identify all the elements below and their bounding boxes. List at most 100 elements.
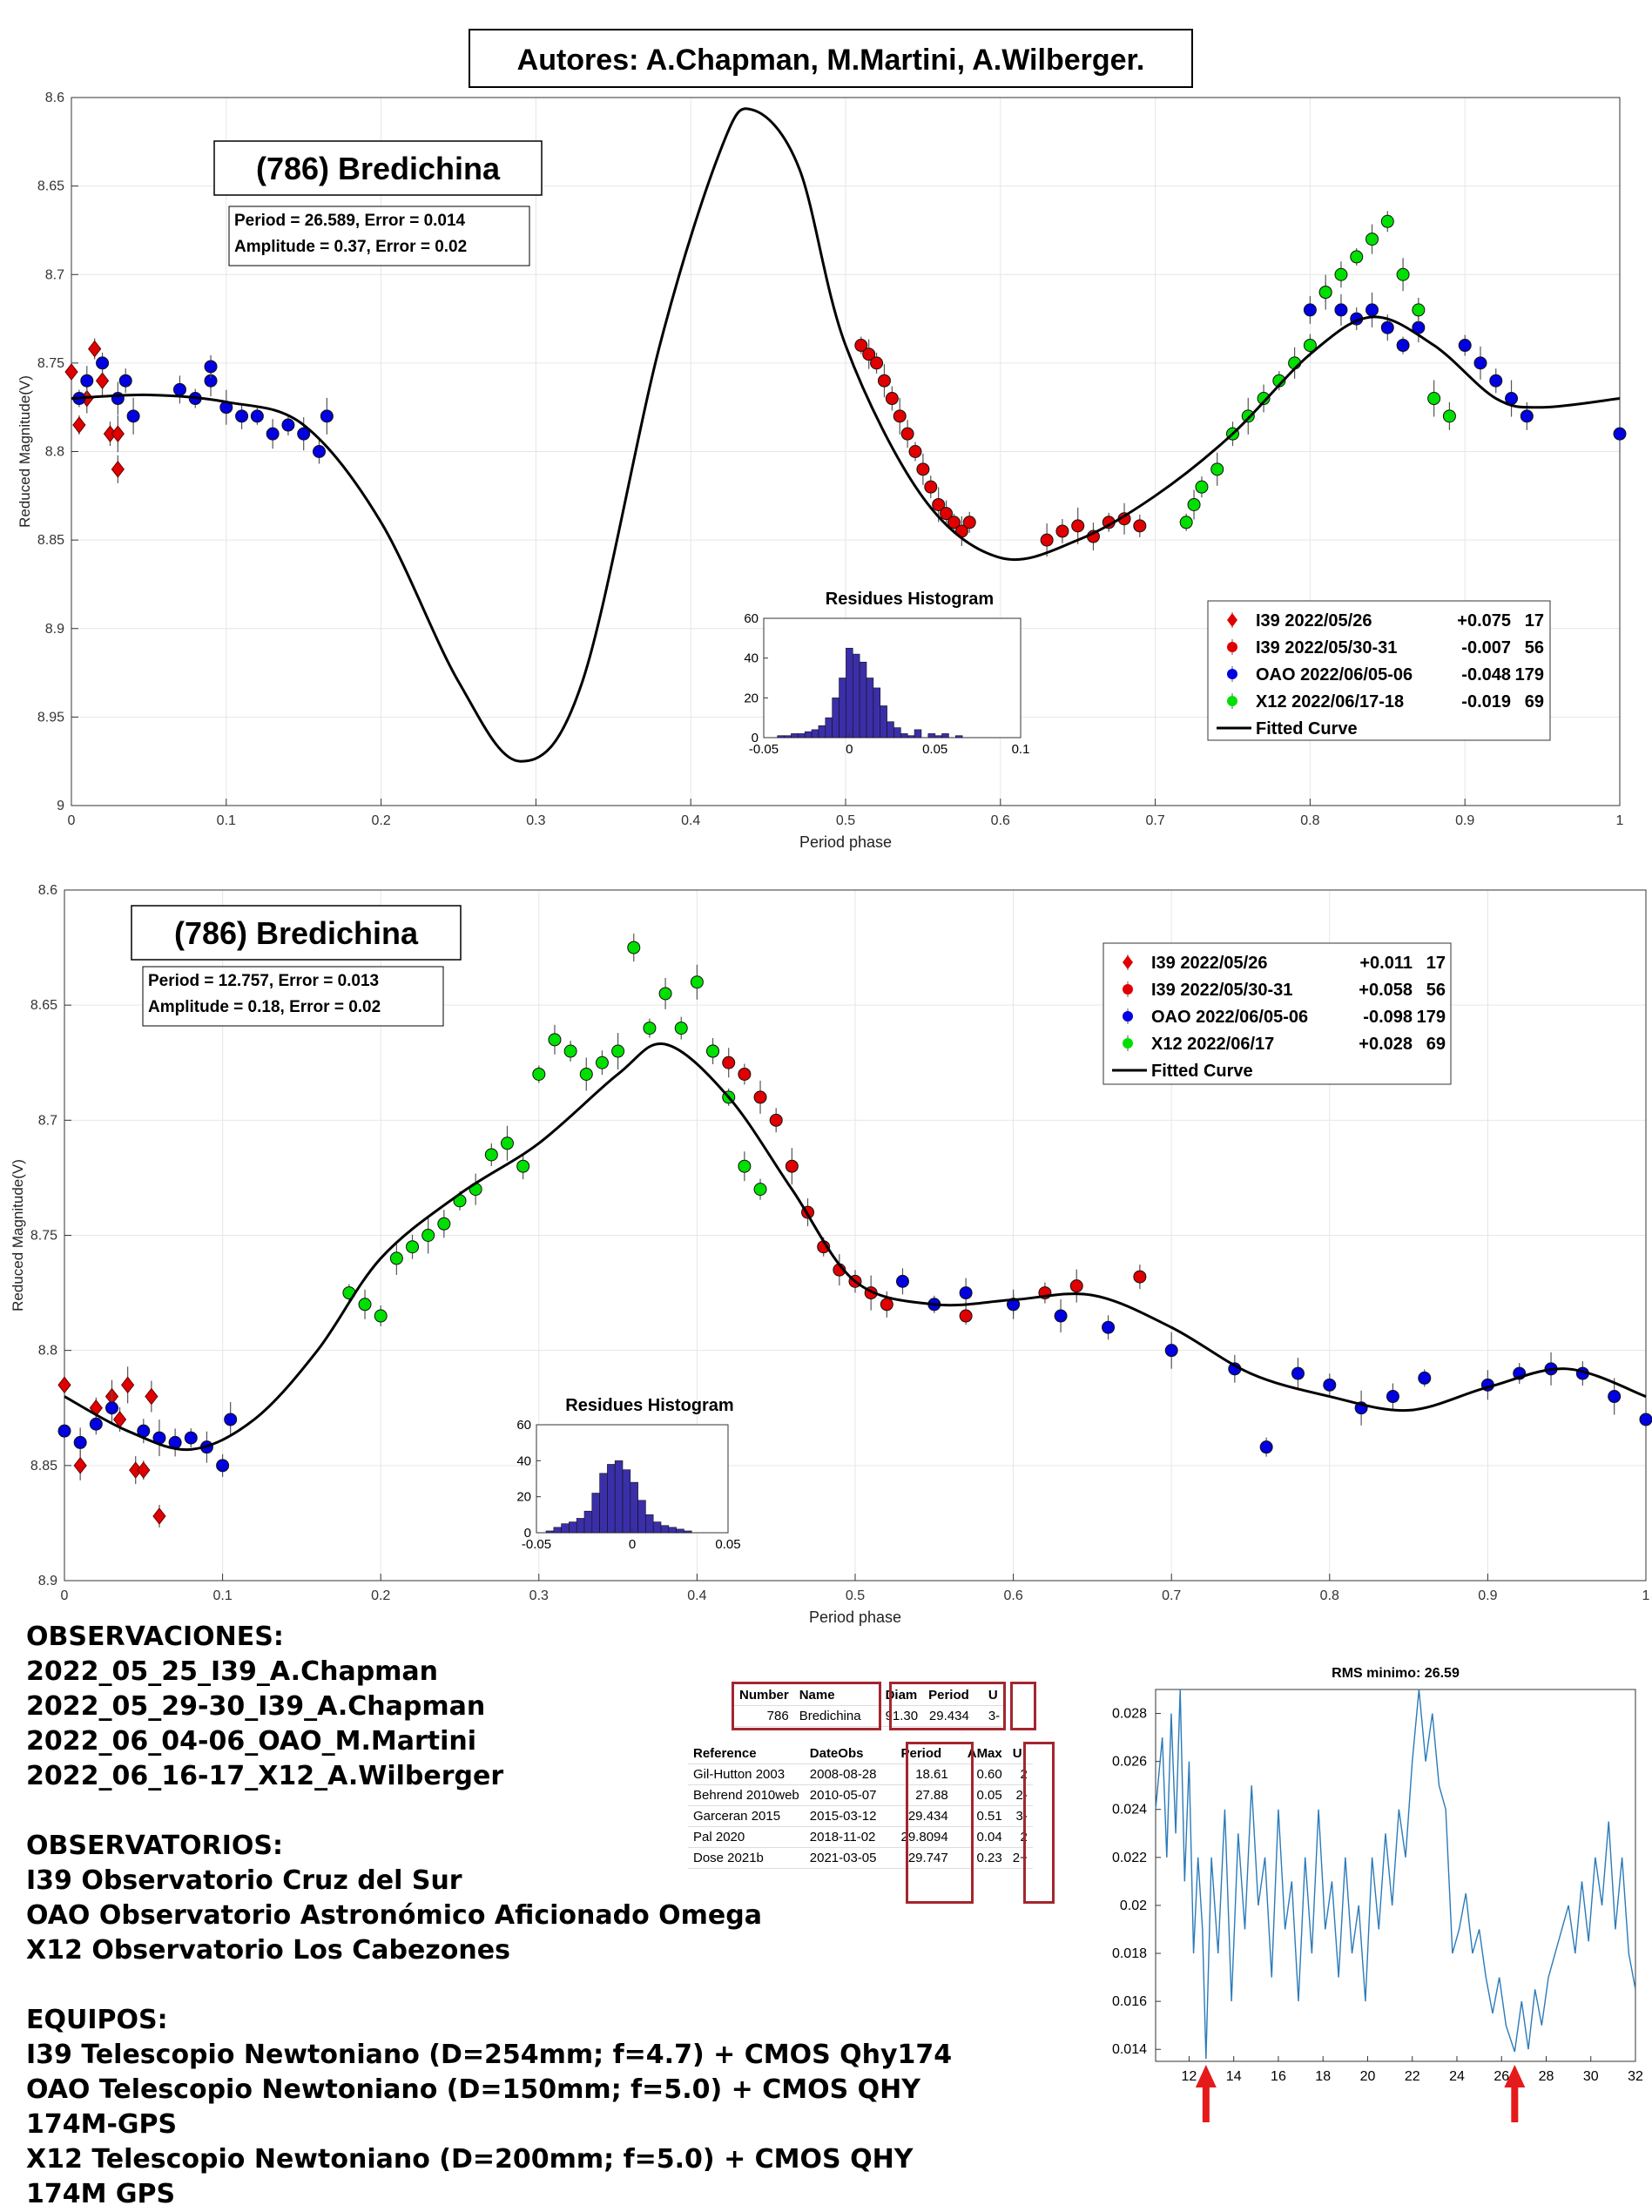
- data-point: [893, 409, 907, 423]
- histogram-bar: [852, 653, 860, 738]
- col-name: Name: [793, 1685, 866, 1706]
- legend-box: [1102, 942, 1452, 1085]
- data-point: [374, 1309, 388, 1323]
- x-tick-label: 0.2: [371, 813, 390, 828]
- data-point: [1133, 519, 1147, 533]
- histogram-bar: [668, 1527, 677, 1534]
- x-tick-label: 0.1: [212, 1588, 232, 1603]
- col-number: Number: [734, 1685, 794, 1706]
- data-point: [1187, 497, 1201, 511]
- hist-y-tick-label: 40: [744, 651, 759, 666]
- histogram-bar: [811, 729, 819, 738]
- cell-reference: Garceran 2015: [688, 1805, 805, 1827]
- minimum-arrow: [1511, 2086, 1519, 2122]
- x-tick-label: 0.4: [687, 1588, 706, 1603]
- data-point: [900, 427, 914, 441]
- cell-amax: 0.51: [953, 1805, 1008, 1827]
- data-point: [1259, 1440, 1273, 1454]
- data-point: [885, 392, 899, 406]
- data-point: [1520, 409, 1534, 423]
- legend-label: Fitted Curve: [1151, 1062, 1253, 1081]
- y-tick-label: 8.95: [37, 710, 64, 725]
- data-point: [627, 941, 641, 954]
- y-tick-label: 0.022: [1112, 1851, 1147, 1865]
- histogram-bar: [941, 733, 949, 738]
- data-point: [235, 409, 249, 423]
- data-point: [204, 360, 218, 374]
- data-point: [96, 356, 110, 370]
- data-point: [64, 363, 78, 381]
- y-tick-label: 8.7: [38, 1113, 57, 1128]
- data-point: [916, 462, 930, 476]
- cell-period: 27.88: [881, 1784, 954, 1806]
- data-point: [563, 1044, 577, 1058]
- data-point: [706, 1044, 720, 1058]
- data-point: [57, 1376, 71, 1394]
- x-tick-label: 0.5: [846, 1588, 865, 1603]
- data-point: [320, 409, 334, 423]
- histogram-bar: [893, 727, 901, 738]
- data-point: [1365, 303, 1379, 317]
- legend-marker: [1123, 1038, 1133, 1049]
- data-point: [643, 1022, 657, 1035]
- data-point: [1365, 233, 1379, 246]
- data-point: [1427, 392, 1441, 406]
- data-point: [297, 427, 311, 441]
- data-point: [674, 1022, 688, 1035]
- legend-offset: +0.075: [1457, 611, 1511, 631]
- hist-y-tick-label: 0: [752, 731, 759, 745]
- histogram-bar: [553, 1527, 562, 1534]
- data-point: [105, 1401, 118, 1415]
- col-reference: Reference: [688, 1743, 805, 1764]
- hist-y-tick-label: 20: [516, 1490, 531, 1505]
- histogram-bar: [622, 1469, 631, 1534]
- y-tick-label: 8.65: [37, 179, 64, 194]
- histogram-bar: [684, 1530, 692, 1534]
- data-point: [89, 1417, 103, 1431]
- cell-diam: 91.30: [866, 1705, 924, 1727]
- data-point: [1380, 320, 1394, 334]
- rms-periodogram-chart: RMS minimo: 26.59 12 14 16 18 20 22 24 26 28 30 32 0…: [1112, 1666, 1643, 2122]
- data-point: [908, 445, 922, 458]
- histogram-bar: [839, 678, 846, 738]
- cell-amax: 0.04: [953, 1826, 1008, 1848]
- histogram-frame: [763, 617, 1022, 738]
- data-point: [959, 1286, 973, 1300]
- lcdb-summary-table: Number Name Diam Period U 786 Bredichina…: [734, 1685, 1006, 1727]
- histogram-bar: [569, 1521, 577, 1534]
- x-tick-label: 1: [1616, 813, 1624, 828]
- hist-y-tick-label: 0: [524, 1526, 531, 1541]
- y-tick-label: 0.014: [1112, 2042, 1147, 2057]
- col-dateobs: DateObs: [804, 1743, 882, 1764]
- cell-dateobs: 2010-05-07: [804, 1784, 882, 1806]
- data-point: [940, 507, 954, 521]
- x-tick-label: 14: [1226, 2069, 1242, 2084]
- data-point: [1334, 303, 1348, 317]
- amplitude-text: Amplitude = 0.37, Error = 0.02: [234, 238, 467, 256]
- series-3: [1179, 211, 1456, 531]
- legend-offset: -0.048: [1461, 665, 1511, 685]
- y-tick-label: 0.028: [1112, 1707, 1147, 1722]
- title-box: [213, 140, 543, 196]
- notes-panel: OBSERVACIONES: 2022_05_25_I39_A.Chapman …: [26, 1620, 1001, 2212]
- data-point: [658, 987, 672, 1001]
- x-axis-label: Period phase: [809, 1608, 901, 1626]
- legend-marker: [1123, 1011, 1133, 1022]
- histogram-bar: [660, 1525, 670, 1534]
- data-point: [126, 409, 140, 423]
- table-header-row: Reference DateObs Period AMax U: [688, 1743, 1033, 1764]
- histogram-bar: [900, 733, 908, 738]
- histogram-bar: [583, 1510, 593, 1534]
- y-tick-label: 8.8: [38, 1344, 57, 1359]
- legend-label: I39 2022/05/30-31: [1256, 638, 1397, 658]
- data-point: [137, 1461, 151, 1479]
- histogram-bar: [887, 721, 894, 738]
- observatorios-title: OBSERVATORIOS:: [26, 1831, 283, 1861]
- x-tick-label: 0.7: [1145, 813, 1164, 828]
- data-point: [932, 497, 946, 511]
- histogram-bar: [927, 733, 935, 738]
- data-point: [880, 1298, 893, 1312]
- legend-offset: +0.011: [1359, 954, 1413, 973]
- data-point: [118, 374, 132, 388]
- data-point: [250, 409, 264, 423]
